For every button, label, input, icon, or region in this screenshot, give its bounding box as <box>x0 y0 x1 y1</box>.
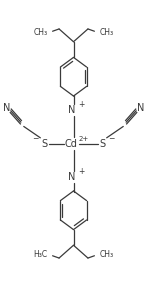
Text: S: S <box>42 139 48 148</box>
Text: Cd: Cd <box>65 139 78 148</box>
Text: +: + <box>78 100 85 109</box>
Text: −: − <box>32 134 39 143</box>
Text: 2+: 2+ <box>78 136 89 142</box>
Text: CH₃: CH₃ <box>100 250 114 259</box>
Text: S: S <box>99 139 105 148</box>
Text: CH₃: CH₃ <box>100 28 114 37</box>
Text: H₃C: H₃C <box>33 250 47 259</box>
Text: +: + <box>78 167 85 177</box>
Text: N: N <box>137 103 144 113</box>
Text: CH₃: CH₃ <box>33 28 47 37</box>
Text: N: N <box>68 172 76 182</box>
Text: −: − <box>108 134 115 143</box>
Text: N: N <box>68 105 76 115</box>
Text: N: N <box>3 103 10 113</box>
